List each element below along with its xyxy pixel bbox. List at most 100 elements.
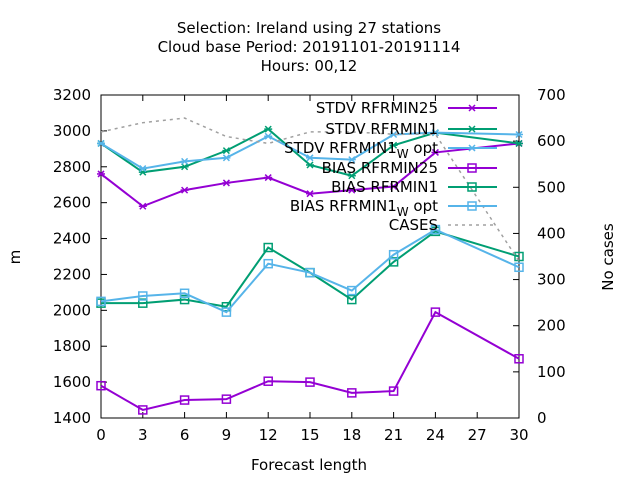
marker-stroke bbox=[222, 154, 230, 162]
marker-stroke bbox=[181, 157, 189, 165]
data-point bbox=[180, 186, 189, 194]
x-tick-label: 24 bbox=[426, 426, 445, 444]
marker-stroke bbox=[390, 182, 398, 191]
legend-swatch-marker bbox=[467, 182, 477, 192]
data-point bbox=[138, 291, 148, 301]
marker-stroke bbox=[468, 104, 476, 112]
data-point bbox=[263, 258, 273, 269]
legend-entry: BIAS RFRMIN1 bbox=[331, 178, 497, 196]
data-point bbox=[263, 242, 273, 253]
series-1 bbox=[97, 139, 523, 210]
y2-tick-label: 0 bbox=[537, 409, 547, 427]
y2-tick-label: 400 bbox=[537, 224, 566, 242]
marker-stroke bbox=[431, 129, 439, 137]
legend-label: BIAS RFRMIN25 bbox=[322, 159, 438, 177]
marker-stroke bbox=[468, 125, 476, 133]
marker-stroke bbox=[181, 163, 189, 171]
marker-stroke bbox=[468, 144, 476, 152]
legend-swatch-marker bbox=[468, 125, 476, 133]
data-point bbox=[388, 257, 399, 267]
x-tick-label: 3 bbox=[138, 426, 148, 444]
series-7 bbox=[100, 117, 520, 262]
y-tick-label: 2000 bbox=[53, 301, 91, 319]
data-point bbox=[430, 224, 441, 235]
x-tick-label: 15 bbox=[300, 426, 319, 444]
marker-stroke bbox=[306, 161, 314, 169]
marker-stroke bbox=[139, 202, 147, 210]
legend-swatch-marker bbox=[468, 144, 476, 152]
legend-label: CASES bbox=[389, 216, 438, 234]
y2-tick-label: 600 bbox=[537, 132, 566, 150]
series-line bbox=[100, 117, 520, 262]
marker-stroke bbox=[515, 130, 523, 139]
data-point bbox=[347, 388, 357, 398]
series-4 bbox=[96, 307, 524, 415]
data-point bbox=[430, 307, 441, 317]
marker-stroke bbox=[515, 139, 523, 147]
data-point bbox=[389, 141, 398, 149]
data-point bbox=[514, 354, 524, 364]
x-tick-label: 12 bbox=[259, 426, 278, 444]
x-tick-label: 30 bbox=[509, 426, 528, 444]
series-line bbox=[100, 142, 520, 208]
x-tick-label: 21 bbox=[384, 426, 403, 444]
data-point bbox=[263, 376, 273, 386]
x-tick-label: 9 bbox=[222, 426, 232, 444]
data-point bbox=[347, 156, 356, 164]
data-point bbox=[221, 394, 232, 404]
x-tick-label: 0 bbox=[96, 426, 106, 444]
legend-swatch-marker bbox=[467, 163, 477, 173]
data-point bbox=[347, 285, 357, 296]
marker-stroke bbox=[97, 139, 105, 147]
title-line-3: Hours: 00,12 bbox=[261, 57, 358, 75]
legend-label-main: STDV RFRMIN25 bbox=[316, 99, 438, 117]
marker-stroke bbox=[390, 141, 398, 149]
x-axis-label: Forecast length bbox=[251, 456, 367, 474]
legend-label-main: CASES bbox=[389, 216, 438, 234]
data-point bbox=[221, 307, 232, 317]
data-point bbox=[515, 139, 523, 147]
series-6 bbox=[96, 224, 524, 317]
x-tick-label: 27 bbox=[468, 426, 487, 444]
series-layer bbox=[96, 117, 524, 415]
legend-label-tail: opt bbox=[409, 197, 438, 215]
marker-stroke bbox=[306, 190, 314, 198]
data-point bbox=[97, 139, 105, 147]
marker-stroke bbox=[306, 154, 314, 162]
marker-stroke bbox=[264, 132, 272, 140]
marker-stroke bbox=[97, 170, 105, 178]
data-point bbox=[138, 165, 147, 173]
data-point bbox=[96, 380, 106, 391]
legend-label-main: BIAS RFRMIN1 bbox=[331, 178, 438, 196]
legend-entry: BIAS RFRMIN1W opt bbox=[290, 197, 497, 219]
data-point bbox=[388, 249, 399, 260]
data-point bbox=[179, 288, 190, 299]
legend-entry: STDV RFRMIN1 bbox=[325, 120, 497, 138]
data-point bbox=[431, 148, 440, 156]
marker-stroke bbox=[264, 174, 272, 182]
legend-label-sub: W bbox=[397, 147, 409, 161]
x-tick-label: 18 bbox=[342, 426, 361, 444]
legend-label-sub: W bbox=[397, 205, 409, 219]
y2-axis-label: No cases bbox=[599, 223, 617, 291]
legend-entry: STDV RFRMIN1W opt bbox=[284, 139, 497, 161]
title-line-2: Cloud base Period: 20191101-20191114 bbox=[158, 38, 461, 56]
data-point bbox=[222, 147, 231, 155]
data-point bbox=[138, 168, 147, 176]
marker-stroke bbox=[264, 125, 272, 133]
axis-ticks: 0 3 6 9 12 15 18 21 24 27 301400160018002000220024… bbox=[53, 86, 566, 444]
data-point bbox=[264, 132, 273, 140]
y-tick-label: 2600 bbox=[53, 194, 91, 212]
data-point bbox=[389, 182, 398, 191]
legend-label-main: BIAS RFRMIN1 bbox=[290, 197, 397, 215]
y-tick-label: 2400 bbox=[53, 230, 91, 248]
legend-label: BIAS RFRMIN1 bbox=[331, 178, 438, 196]
marker-stroke bbox=[390, 130, 398, 139]
y2-tick-label: 100 bbox=[537, 363, 566, 381]
legend-entry: STDV RFRMIN25 bbox=[316, 99, 497, 117]
y2-tick-label: 200 bbox=[537, 317, 566, 335]
legend-label-tail: opt bbox=[409, 139, 438, 157]
y-tick-label: 2800 bbox=[53, 158, 91, 176]
legend-label: BIAS RFRMIN1W opt bbox=[290, 197, 438, 219]
